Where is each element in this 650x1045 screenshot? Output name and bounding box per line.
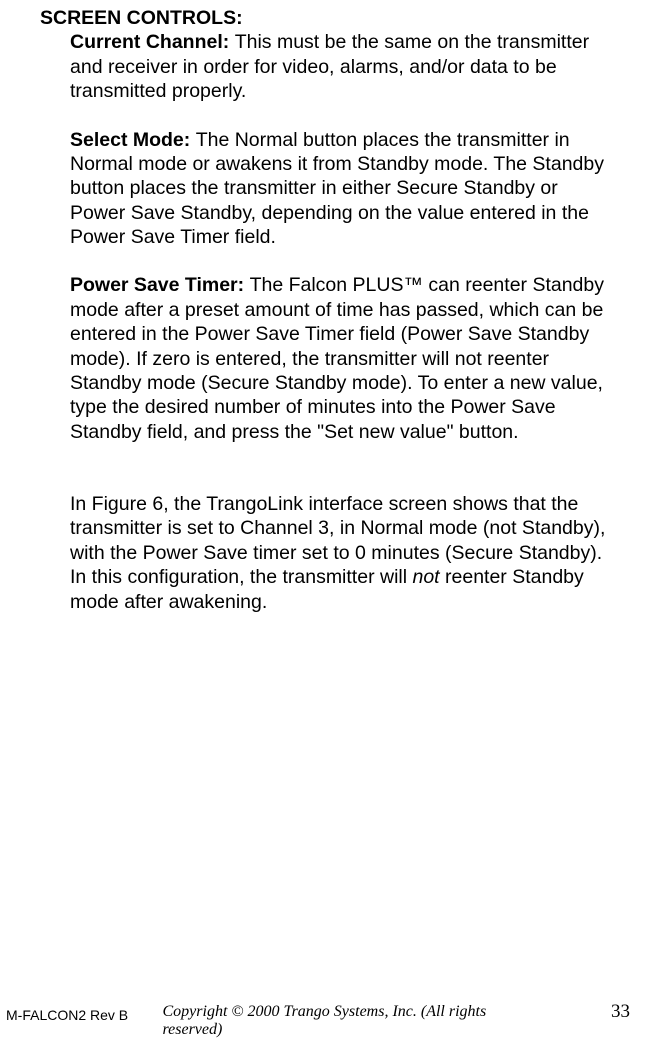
footer-doc-id: M-FALCON2 Rev B (6, 1007, 128, 1023)
power-save-timer-label: Power Save Timer: (70, 274, 250, 296)
select-mode-section: Select Mode: The Normal button places th… (70, 128, 610, 250)
footer-page-number: 33 (611, 1001, 630, 1023)
select-mode-label: Select Mode: (70, 129, 196, 151)
current-channel-label: Current Channel: (70, 31, 235, 53)
power-save-timer-section: Power Save Timer: The Falcon PLUS™ can r… (70, 273, 610, 444)
footer-copyright: Copyright © 2000 Trango Systems, Inc. (A… (163, 1003, 488, 1039)
screen-controls-heading: SCREEN CONTROLS: (40, 6, 610, 30)
power-save-timer-text: The Falcon PLUS™ can reenter Standby mod… (70, 274, 604, 442)
figure6-italic: not (412, 566, 439, 588)
figure6-section: In Figure 6, the TrangoLink interface sc… (70, 492, 610, 614)
current-channel-section: Current Channel: This must be the same o… (70, 30, 610, 103)
